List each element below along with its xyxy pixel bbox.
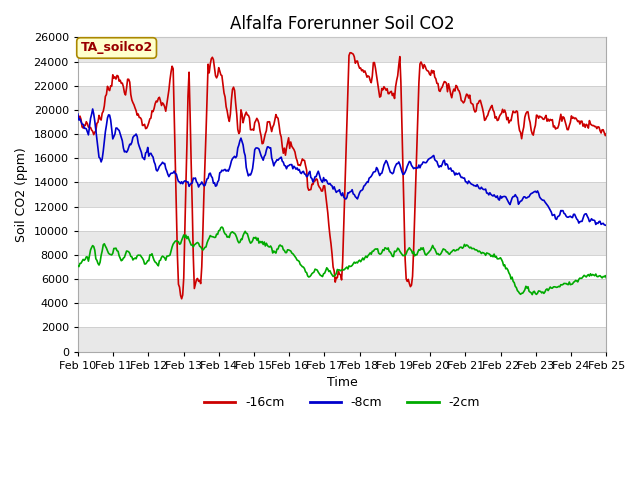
Bar — [78, 279, 606, 303]
Bar — [78, 182, 606, 206]
Y-axis label: Soil CO2 (ppm): Soil CO2 (ppm) — [15, 147, 28, 242]
Bar — [78, 37, 606, 61]
Bar — [78, 327, 606, 351]
X-axis label: Time: Time — [327, 376, 358, 389]
Title: Alfalfa Forerunner Soil CO2: Alfalfa Forerunner Soil CO2 — [230, 15, 454, 33]
Text: TA_soilco2: TA_soilco2 — [81, 41, 153, 54]
Bar — [78, 85, 606, 110]
Bar — [78, 134, 606, 158]
Legend: -16cm, -8cm, -2cm: -16cm, -8cm, -2cm — [199, 391, 485, 414]
Bar — [78, 231, 606, 255]
